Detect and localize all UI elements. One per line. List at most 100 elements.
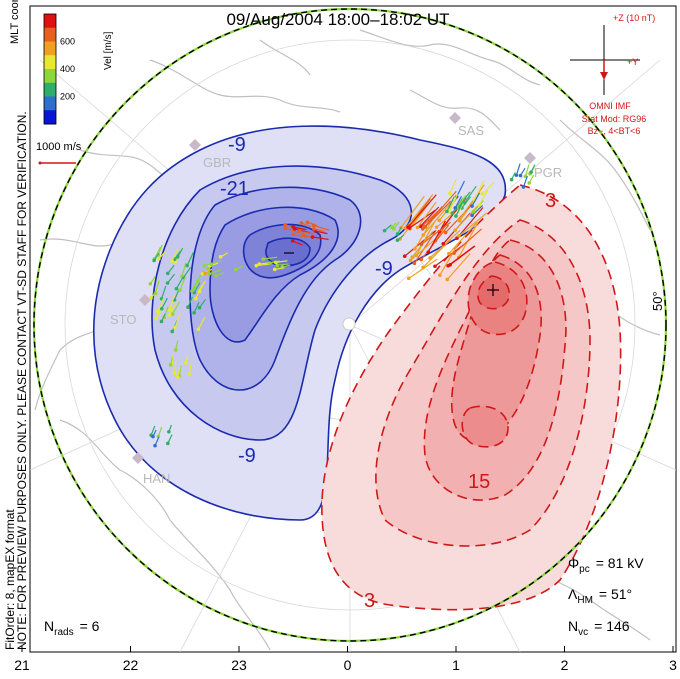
velocity-vector-origin <box>203 271 207 276</box>
colorbar-label: Vel [m/s] <box>103 31 114 70</box>
colorbar-tick-label: 200 <box>60 92 75 102</box>
velocity-vector-origin <box>268 261 272 265</box>
station-label: SAS <box>458 123 484 138</box>
mlt-tick-label: 0 <box>344 657 352 673</box>
coordinates-label: MLT coordinates <box>9 0 21 44</box>
velocity-vector <box>456 202 464 217</box>
hm-boundary-dashed <box>33 8 667 642</box>
velocity-vector-origin <box>196 327 201 331</box>
velocity-vector <box>415 220 436 256</box>
velocity-vector-origin <box>291 225 295 229</box>
velocity-vector-origin <box>392 227 396 231</box>
velocity-vector-origin <box>428 256 432 260</box>
velocity-vector-origin <box>155 309 160 314</box>
velocity-vector <box>456 207 484 239</box>
fit-order-note: FitOrder: 8, mapEX format <box>3 509 17 650</box>
velocity-vector <box>299 230 314 235</box>
velocity-vector-origin <box>283 223 287 227</box>
velocity-vector-origin <box>170 259 174 263</box>
colorbar-swatch <box>44 55 56 70</box>
station-label: STO <box>110 312 137 327</box>
colorbar-swatch <box>44 110 56 125</box>
velocity-vector <box>454 204 480 231</box>
stat-phi-value: = 81 kV <box>596 555 645 571</box>
velocity-vector <box>187 296 193 308</box>
velocity-vector-origin <box>395 232 400 236</box>
svg-text:Φpc= 81 kV: Φpc = 81 kV <box>568 555 644 575</box>
velocity-vector <box>446 253 471 280</box>
velocity-vector <box>157 297 165 312</box>
velocity-vector-origin <box>452 251 456 256</box>
stat-phi-pc: Φpc = 81 kV <box>568 555 644 575</box>
velocity-vector-origin <box>185 263 189 268</box>
imf-condition-label: Bz−, 4<BT<6 <box>588 126 641 136</box>
velocity-vector-origin <box>406 276 411 281</box>
velocity-vector-origin <box>290 239 295 243</box>
colorbar-swatch <box>44 41 56 56</box>
velocity-vector-origin <box>218 255 223 259</box>
velocity-vector-origin <box>202 263 206 268</box>
velocity-vector <box>424 200 452 228</box>
velocity-vector <box>421 221 451 245</box>
velocity-vector-origin <box>456 218 461 223</box>
contour-label-pos: 3 <box>364 590 375 612</box>
velocity-vector-origin <box>402 254 407 258</box>
mlt-tick-label: 22 <box>123 657 139 673</box>
stat-nvc-value: = 146 <box>594 618 630 634</box>
velocity-vector <box>455 201 464 217</box>
mlt-tick-label: 3 <box>669 657 677 673</box>
velocity-vector <box>458 184 485 221</box>
stations: SAS PGR GBR STO HAN <box>110 112 562 486</box>
stat-phi-sub: pc <box>579 564 590 575</box>
velocity-vector <box>169 304 176 316</box>
stat-lambda-value: = 51° <box>599 586 632 602</box>
velocity-vector-origin <box>305 220 310 225</box>
velocity-vector-origin <box>445 209 449 214</box>
velocity-vector-origin <box>153 443 157 448</box>
mlt-tick-label: 1 <box>452 657 460 673</box>
velocity-vector <box>312 236 329 241</box>
velocity-vector-origin <box>445 277 450 282</box>
velocity-vector <box>161 285 167 299</box>
velocity-vector <box>427 220 446 253</box>
velocity-vector <box>167 273 175 284</box>
velocity-vector-origin <box>190 289 194 293</box>
max-marker <box>487 284 499 296</box>
velocity-vector-origin <box>457 234 461 238</box>
velocity-vector-origin <box>172 371 177 376</box>
velocity-vector <box>183 266 192 278</box>
velocity-vector <box>409 209 436 229</box>
velocity-vector <box>478 189 489 206</box>
stat-nvc-sub: vc <box>578 627 588 638</box>
velocity-vector <box>256 263 271 267</box>
velocity-vector-origin <box>173 348 178 352</box>
velocity-vector-origin <box>168 363 173 367</box>
svg-text:Nrads= 6: Nrads = 6 <box>44 618 100 638</box>
velocity-vector-origin <box>233 267 238 272</box>
coastlines <box>34 29 661 651</box>
velocity-vector <box>456 195 467 209</box>
contour-label-neg: -21 <box>220 178 249 200</box>
velocity-vector <box>174 313 181 328</box>
stat-n-rads: Nrads = 6 <box>44 618 100 638</box>
velocity-vector <box>445 204 473 233</box>
velocity-vector-origin <box>167 313 172 317</box>
velocity-vector <box>417 201 437 228</box>
velocity-vector <box>420 224 450 260</box>
velocity-vector <box>454 195 462 209</box>
velocity-vector-origin <box>521 185 526 189</box>
velocity-vector-origin <box>518 173 523 178</box>
velocity-vector <box>473 180 485 200</box>
velocity-vector-origin <box>450 211 455 215</box>
velocity-vector-origin <box>165 281 170 285</box>
velocity-vector-origin <box>310 235 315 239</box>
velocity-vector-origin <box>471 209 476 214</box>
preview-note: NOTE: FOR PREVIEW PURPOSES ONLY. PLEASE … <box>15 111 29 650</box>
stat-phi-symbol: Φ <box>568 555 579 571</box>
velocity-vector <box>515 163 521 176</box>
svg-text:Nvc= 146: Nvc = 146 <box>568 618 630 638</box>
velocity-vectors <box>148 163 536 448</box>
velocity-vector-origin <box>200 271 205 276</box>
velocity-vector <box>199 280 206 292</box>
velocity-vector-origin <box>410 255 415 260</box>
